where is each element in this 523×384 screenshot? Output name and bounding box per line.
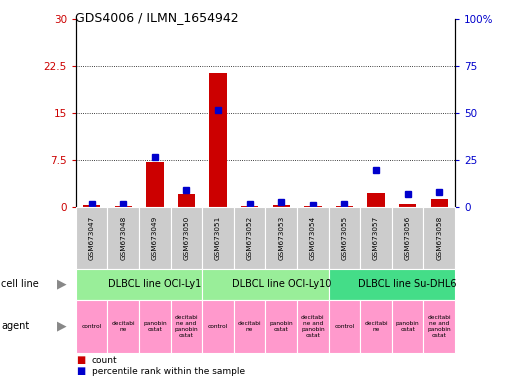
Bar bbox=[76, 207, 107, 269]
Text: percentile rank within the sample: percentile rank within the sample bbox=[92, 367, 245, 376]
Bar bbox=[297, 300, 328, 353]
Text: decitabi
ne and
panobin
ostat: decitabi ne and panobin ostat bbox=[301, 315, 325, 338]
Text: GSM673051: GSM673051 bbox=[215, 216, 221, 260]
Text: agent: agent bbox=[1, 321, 29, 331]
Text: ■: ■ bbox=[76, 355, 85, 365]
Text: GSM673055: GSM673055 bbox=[342, 216, 347, 260]
Bar bbox=[83, 205, 100, 207]
Text: GSM673050: GSM673050 bbox=[184, 216, 189, 260]
Text: GSM673052: GSM673052 bbox=[247, 216, 253, 260]
Bar bbox=[297, 207, 328, 269]
Bar bbox=[139, 207, 170, 269]
Bar bbox=[202, 207, 234, 269]
Bar bbox=[76, 300, 107, 353]
Bar bbox=[266, 207, 297, 269]
Bar bbox=[234, 300, 266, 353]
Bar bbox=[328, 207, 360, 269]
Bar bbox=[272, 205, 290, 207]
Text: panobin
ostat: panobin ostat bbox=[269, 321, 293, 332]
Bar bbox=[209, 73, 226, 207]
Text: control: control bbox=[334, 324, 355, 329]
Text: DLBCL line OCI-Ly1: DLBCL line OCI-Ly1 bbox=[108, 279, 201, 289]
Bar bbox=[360, 207, 392, 269]
Text: GSM673049: GSM673049 bbox=[152, 216, 158, 260]
Bar bbox=[170, 300, 202, 353]
Bar bbox=[266, 300, 297, 353]
Text: decitabi
ne and
panobin
ostat: decitabi ne and panobin ostat bbox=[175, 315, 198, 338]
Text: GSM673058: GSM673058 bbox=[436, 216, 442, 260]
Bar bbox=[392, 207, 424, 269]
Text: control: control bbox=[82, 324, 102, 329]
Text: panobin
ostat: panobin ostat bbox=[143, 321, 167, 332]
Text: decitabi
ne: decitabi ne bbox=[364, 321, 388, 332]
Bar bbox=[202, 269, 328, 300]
Text: control: control bbox=[208, 324, 228, 329]
Text: decitabi
ne: decitabi ne bbox=[238, 321, 262, 332]
Bar bbox=[202, 300, 234, 353]
Text: GDS4006 / ILMN_1654942: GDS4006 / ILMN_1654942 bbox=[75, 12, 238, 25]
Text: decitabi
ne: decitabi ne bbox=[111, 321, 135, 332]
Text: ▶: ▶ bbox=[57, 278, 66, 291]
Bar bbox=[424, 300, 455, 353]
Text: cell line: cell line bbox=[1, 279, 39, 289]
Bar bbox=[360, 300, 392, 353]
Text: DLBCL line OCI-Ly10: DLBCL line OCI-Ly10 bbox=[232, 279, 331, 289]
Text: count: count bbox=[92, 356, 117, 365]
Bar bbox=[115, 206, 132, 207]
Text: GSM673047: GSM673047 bbox=[88, 216, 95, 260]
Bar bbox=[146, 162, 164, 207]
Text: ■: ■ bbox=[76, 366, 85, 376]
Text: decitabi
ne and
panobin
ostat: decitabi ne and panobin ostat bbox=[427, 315, 451, 338]
Text: GSM673053: GSM673053 bbox=[278, 216, 284, 260]
Text: GSM673057: GSM673057 bbox=[373, 216, 379, 260]
Bar bbox=[336, 206, 353, 207]
Bar bbox=[139, 300, 170, 353]
Bar bbox=[328, 300, 360, 353]
Bar bbox=[234, 207, 266, 269]
Bar bbox=[430, 199, 448, 207]
Bar bbox=[170, 207, 202, 269]
Bar bbox=[241, 206, 258, 207]
Text: panobin
ostat: panobin ostat bbox=[396, 321, 419, 332]
Text: GSM673056: GSM673056 bbox=[405, 216, 411, 260]
Bar bbox=[367, 193, 385, 207]
Bar bbox=[328, 269, 455, 300]
Text: GSM673054: GSM673054 bbox=[310, 216, 316, 260]
Text: DLBCL line Su-DHL6: DLBCL line Su-DHL6 bbox=[358, 279, 457, 289]
Text: GSM673048: GSM673048 bbox=[120, 216, 126, 260]
Bar bbox=[107, 300, 139, 353]
Bar bbox=[392, 300, 424, 353]
Bar bbox=[399, 204, 416, 207]
Bar bbox=[107, 207, 139, 269]
Bar bbox=[76, 269, 202, 300]
Bar bbox=[178, 194, 195, 207]
Text: ▶: ▶ bbox=[57, 320, 66, 333]
Bar bbox=[424, 207, 455, 269]
